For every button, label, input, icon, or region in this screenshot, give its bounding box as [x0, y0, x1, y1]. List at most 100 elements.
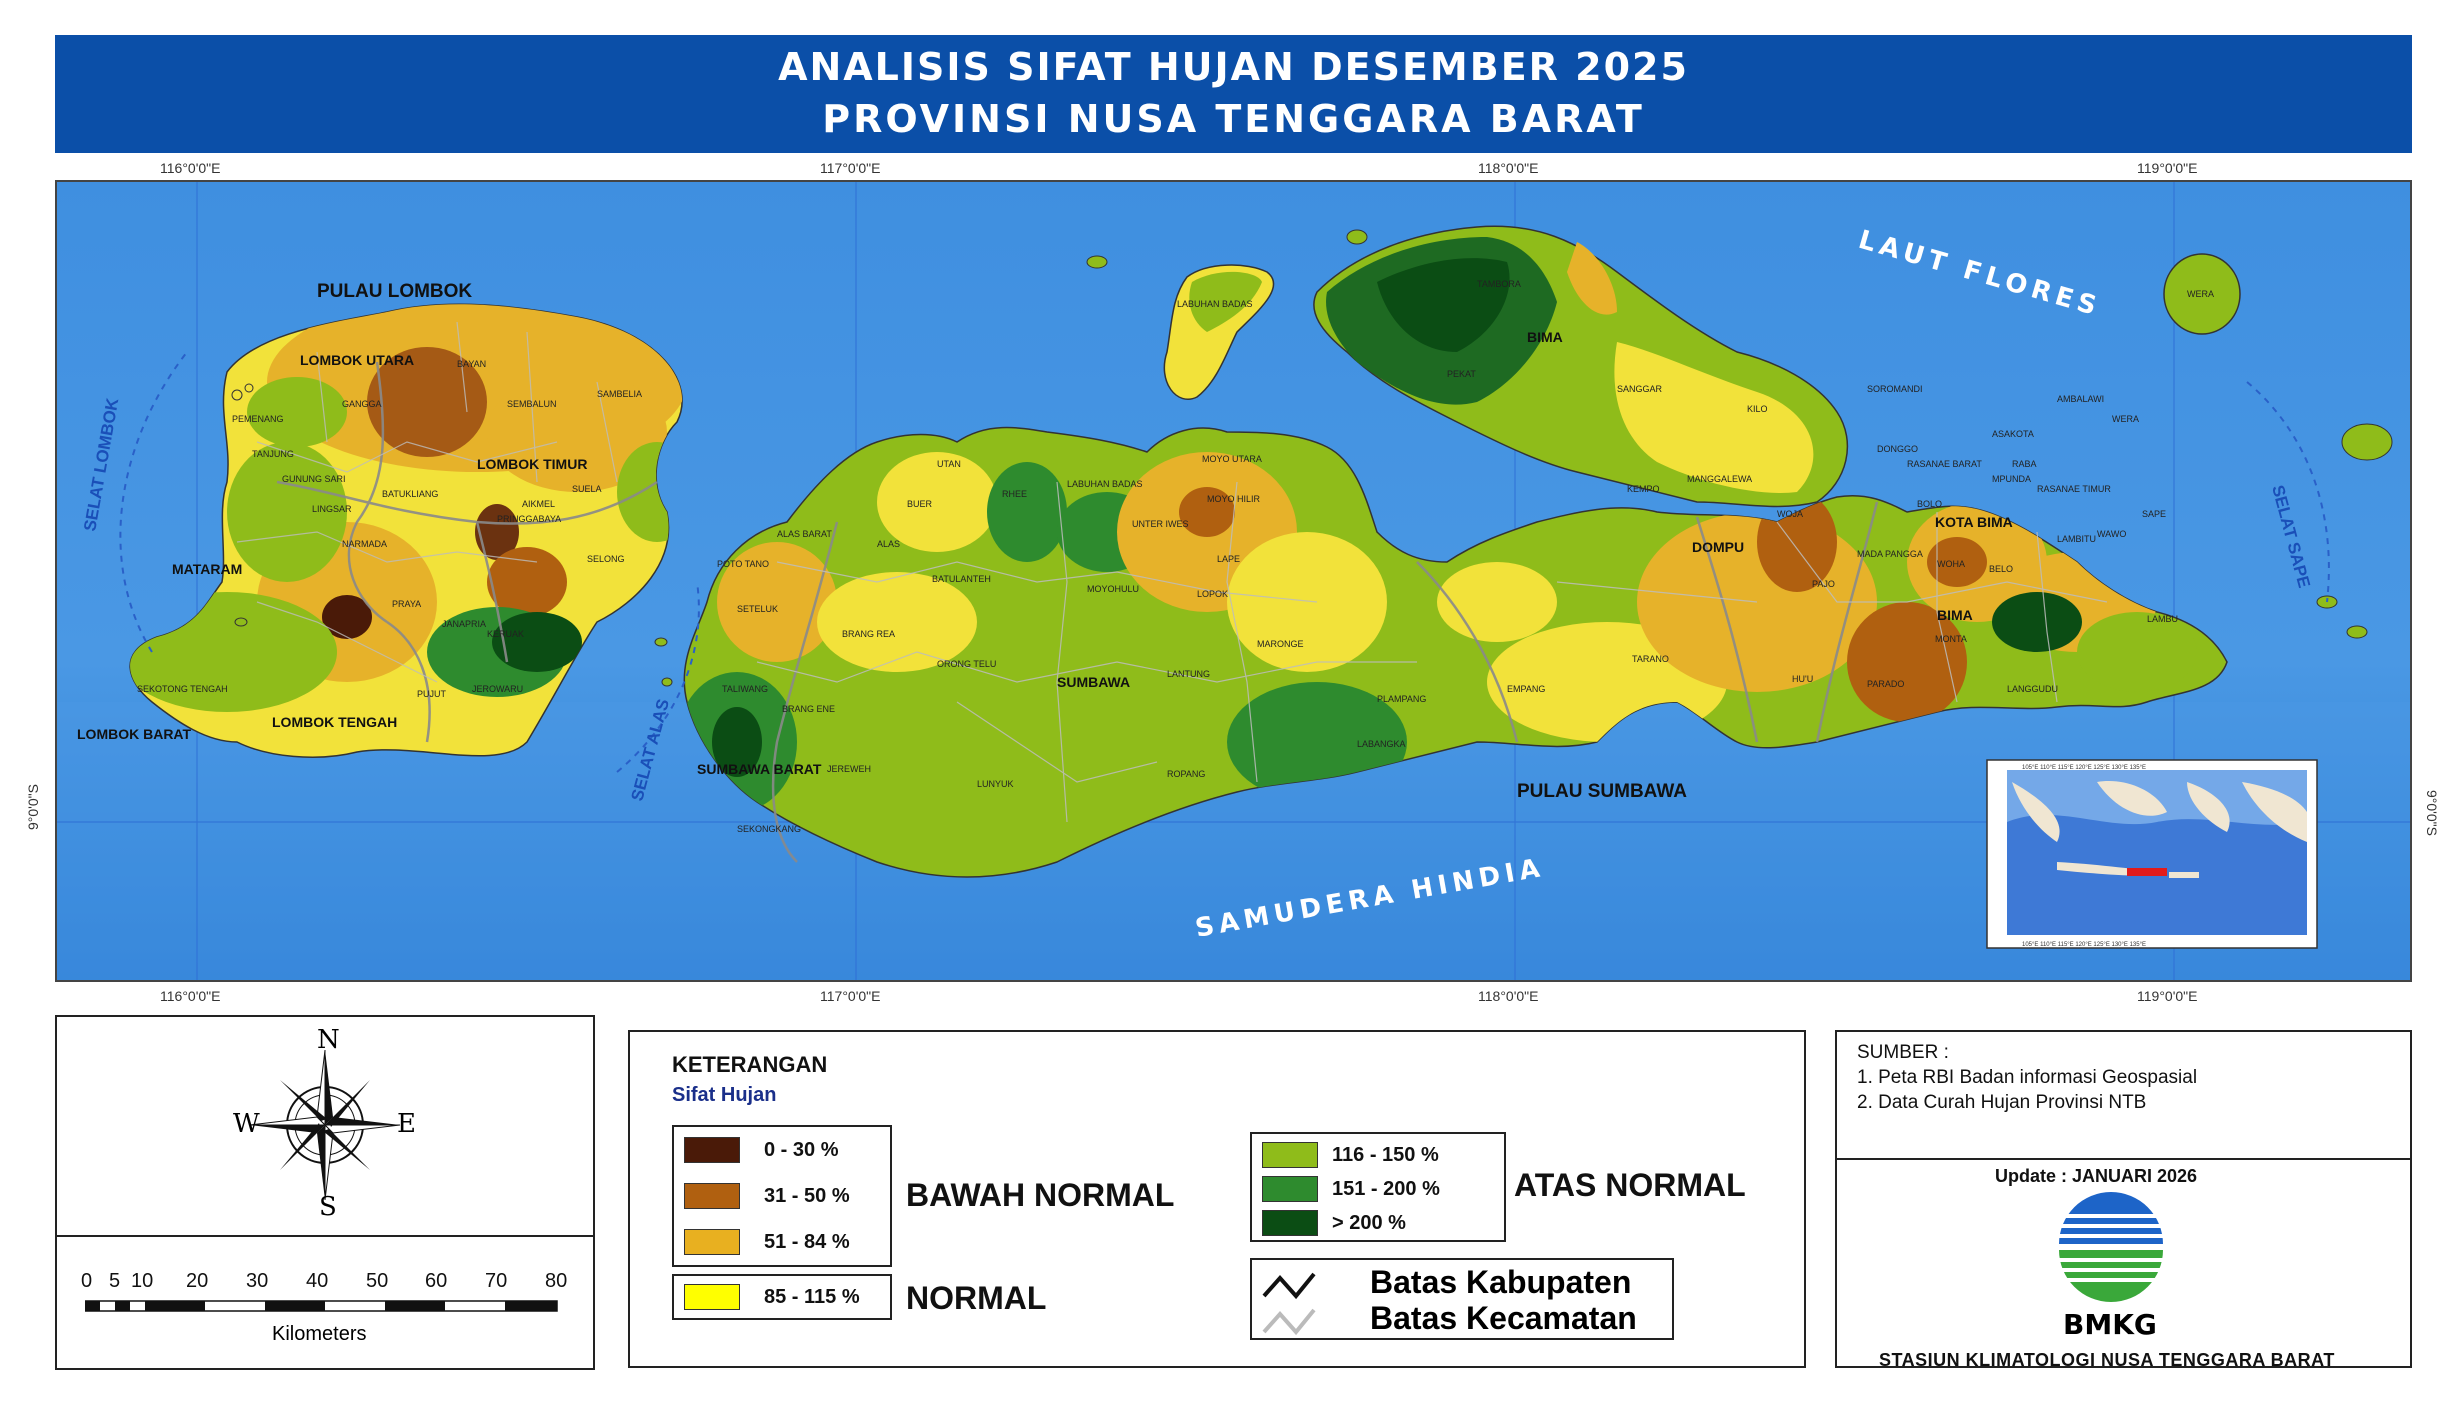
- small-island: [1346, 229, 1368, 245]
- regency-lombok-utara: LOMBOK UTARA: [300, 352, 414, 368]
- svg-text:BRANG REA: BRANG REA: [842, 629, 895, 639]
- source-box: SUMBER : 1. Peta RBI Badan informasi Geo…: [1837, 1032, 2410, 1160]
- svg-text:TANJUNG: TANJUNG: [252, 449, 294, 459]
- inset-map[interactable]: 105°E 110°E 115°E 120°E 125°E 130°E 135°…: [1986, 759, 2318, 949]
- bmkg-logo-icon: [2059, 1192, 2163, 1302]
- compass-w: W: [233, 1109, 260, 1139]
- svg-text:SETELUK: SETELUK: [737, 604, 778, 614]
- island-label-sumbawa: PULAU SUMBAWA: [1517, 781, 1687, 802]
- svg-text:PEKAT: PEKAT: [1447, 369, 1476, 379]
- svg-text:TAMBORA: TAMBORA: [1477, 279, 1521, 289]
- svg-text:LABUHAN BADAS: LABUHAN BADAS: [1177, 299, 1253, 309]
- legend-label-2: 51 - 84 %: [764, 1231, 850, 1253]
- svg-text:BOLO: BOLO: [1917, 499, 1942, 509]
- legend-boundary-box: Batas Kabupaten Batas Kecamatan: [1250, 1258, 1674, 1340]
- svg-text:MADA PANGGA: MADA PANGGA: [1857, 549, 1923, 559]
- svg-text:WOJA: WOJA: [1777, 509, 1803, 519]
- svg-text:LANGGUDU: LANGGUDU: [2007, 684, 2058, 694]
- svg-text:MOYOHULU: MOYOHULU: [1087, 584, 1139, 594]
- legend-label-3: 85 - 115 %: [764, 1286, 860, 1308]
- source-heading: SUMBER :: [1857, 1042, 1949, 1063]
- svg-text:MOYO HILIR: MOYO HILIR: [1207, 494, 1261, 504]
- svg-text:SUELA: SUELA: [572, 484, 602, 494]
- svg-text:LUNYUK: LUNYUK: [977, 779, 1014, 789]
- svg-text:LOPOK: LOPOK: [1197, 589, 1228, 599]
- legend-label-4: 116 - 150 %: [1332, 1144, 1439, 1166]
- legend-swatch-0: [684, 1137, 740, 1163]
- svg-text:TARANO: TARANO: [1632, 654, 1669, 664]
- regency-sumbawa-barat: SUMBAWA BARAT: [697, 761, 822, 777]
- svg-text:WERA: WERA: [2112, 414, 2139, 424]
- map-subtitle: PROVINSI NUSA TENGGARA BARAT: [822, 97, 1645, 141]
- svg-text:BELO: BELO: [1989, 564, 2013, 574]
- svg-text:MPUNDA: MPUNDA: [1992, 474, 2031, 484]
- svg-text:RASANAE BARAT: RASANAE BARAT: [1907, 459, 1982, 469]
- svg-text:BATUKLIANG: BATUKLIANG: [382, 489, 438, 499]
- lon-label-bottom-118: 118°0'0"E: [1478, 988, 1539, 1004]
- source-item-2: 2. Data Curah Hujan Provinsi NTB: [1857, 1092, 2147, 1113]
- legend-batas-kabupaten: Batas Kabupaten: [1370, 1264, 1632, 1300]
- legend-group-above: ATAS NORMAL: [1514, 1167, 1746, 1203]
- legend-swatch-2: [684, 1229, 740, 1255]
- regency-kota-bima: KOTA BIMA: [1935, 514, 2013, 530]
- small-island: [234, 617, 248, 627]
- scale-unit: Kilometers: [272, 1323, 367, 1345]
- svg-text:LAMBU: LAMBU: [2147, 614, 2178, 624]
- small-island: [1086, 255, 1108, 269]
- regency-dompu: DOMPU: [1692, 539, 1744, 555]
- legend-group-normal: NORMAL: [906, 1280, 1047, 1316]
- source-panel: SUMBER : 1. Peta RBI Badan informasi Geo…: [1835, 1030, 2412, 1370]
- svg-text:MONTA: MONTA: [1935, 634, 1967, 644]
- svg-text:SOROMANDI: SOROMANDI: [1867, 384, 1923, 394]
- update-text: Update : JANUARI 2026: [1995, 1166, 2198, 1186]
- svg-text:WOHA: WOHA: [1937, 559, 1965, 569]
- svg-text:KERUAK: KERUAK: [487, 629, 524, 639]
- legend-swatch-6: [1262, 1210, 1318, 1236]
- bmkg-logo-text: BMKG: [2063, 1308, 2157, 1341]
- svg-text:LAMBITU: LAMBITU: [2057, 534, 2096, 544]
- svg-text:MANGGALEWA: MANGGALEWA: [1687, 474, 1752, 484]
- svg-text:105°E 110°E 115°E 120°E 125°E: 105°E 110°E 115°E 120°E 125°E 130°E 135°…: [2022, 765, 2146, 771]
- regency-lombok-barat: LOMBOK BARAT: [77, 726, 192, 742]
- small-island: [661, 677, 673, 687]
- svg-text:NARMADA: NARMADA: [342, 539, 387, 549]
- svg-text:LAPE: LAPE: [1217, 554, 1240, 564]
- svg-text:MOYO UTARA: MOYO UTARA: [1202, 454, 1262, 464]
- svg-text:SANGGAR: SANGGAR: [1617, 384, 1663, 394]
- map-title: ANALISIS SIFAT HUJAN DESEMBER 2025: [778, 45, 1689, 89]
- title-banner: ANALISIS SIFAT HUJAN DESEMBER 2025 PROVI…: [55, 35, 2412, 153]
- svg-text:MARONGE: MARONGE: [1257, 639, 1304, 649]
- svg-text:ORONG TELU: ORONG TELU: [937, 659, 996, 669]
- legend-swatch-3: [684, 1284, 740, 1310]
- svg-text:LABUHAN BADAS: LABUHAN BADAS: [1067, 479, 1143, 489]
- regency-sumbawa: SUMBAWA: [1057, 674, 1130, 690]
- lon-label-bottom-117: 117°0'0"E: [820, 988, 881, 1004]
- rainfall-map[interactable]: LAUT FLORES SAMUDERA HINDIA SELAT LOMBOK…: [57, 182, 2410, 980]
- map-frame[interactable]: LAUT FLORES SAMUDERA HINDIA SELAT LOMBOK…: [55, 180, 2412, 982]
- regency-lombok-tengah: LOMBOK TENGAH: [272, 714, 397, 730]
- svg-text:BRANG ENE: BRANG ENE: [782, 704, 835, 714]
- svg-text:JEROWARU: JEROWARU: [472, 684, 523, 694]
- legend-swatch-1: [684, 1183, 740, 1209]
- north-arrow-icon: [249, 1049, 401, 1201]
- compass-s: S: [319, 1192, 337, 1222]
- svg-text:JANAPRIA: JANAPRIA: [442, 619, 486, 629]
- svg-text:PRINGGABAYA: PRINGGABAYA: [497, 514, 561, 524]
- svg-text:AMBALAWI: AMBALAWI: [2057, 394, 2104, 404]
- legend-group-below: BAWAH NORMAL: [906, 1177, 1175, 1213]
- scale-bar: 0 5 10 20 30 40 50 60 70 80 Kilometers: [57, 1237, 593, 1368]
- svg-text:KILO: KILO: [1747, 404, 1768, 414]
- moyo-island-shade: [1189, 271, 1262, 332]
- svg-text:DONGGO: DONGGO: [1877, 444, 1918, 454]
- sangeang-island: [2163, 253, 2241, 335]
- lon-label-top-119: 119°0'0"E: [2137, 160, 2198, 176]
- lombok-island: [129, 303, 683, 758]
- svg-text:POTO TANO: POTO TANO: [717, 559, 769, 569]
- compass-box: N S E W: [57, 1017, 593, 1237]
- svg-text:SEKONGKANG: SEKONGKANG: [737, 824, 801, 834]
- legend-label-1: 31 - 50 %: [764, 1185, 850, 1207]
- svg-text:WAWO: WAWO: [2097, 529, 2126, 539]
- legend-below-box: 0 - 30 % 31 - 50 % 51 - 84 %: [672, 1125, 892, 1267]
- compass-n: N: [317, 1025, 340, 1055]
- lon-label-top-118: 118°0'0"E: [1478, 160, 1539, 176]
